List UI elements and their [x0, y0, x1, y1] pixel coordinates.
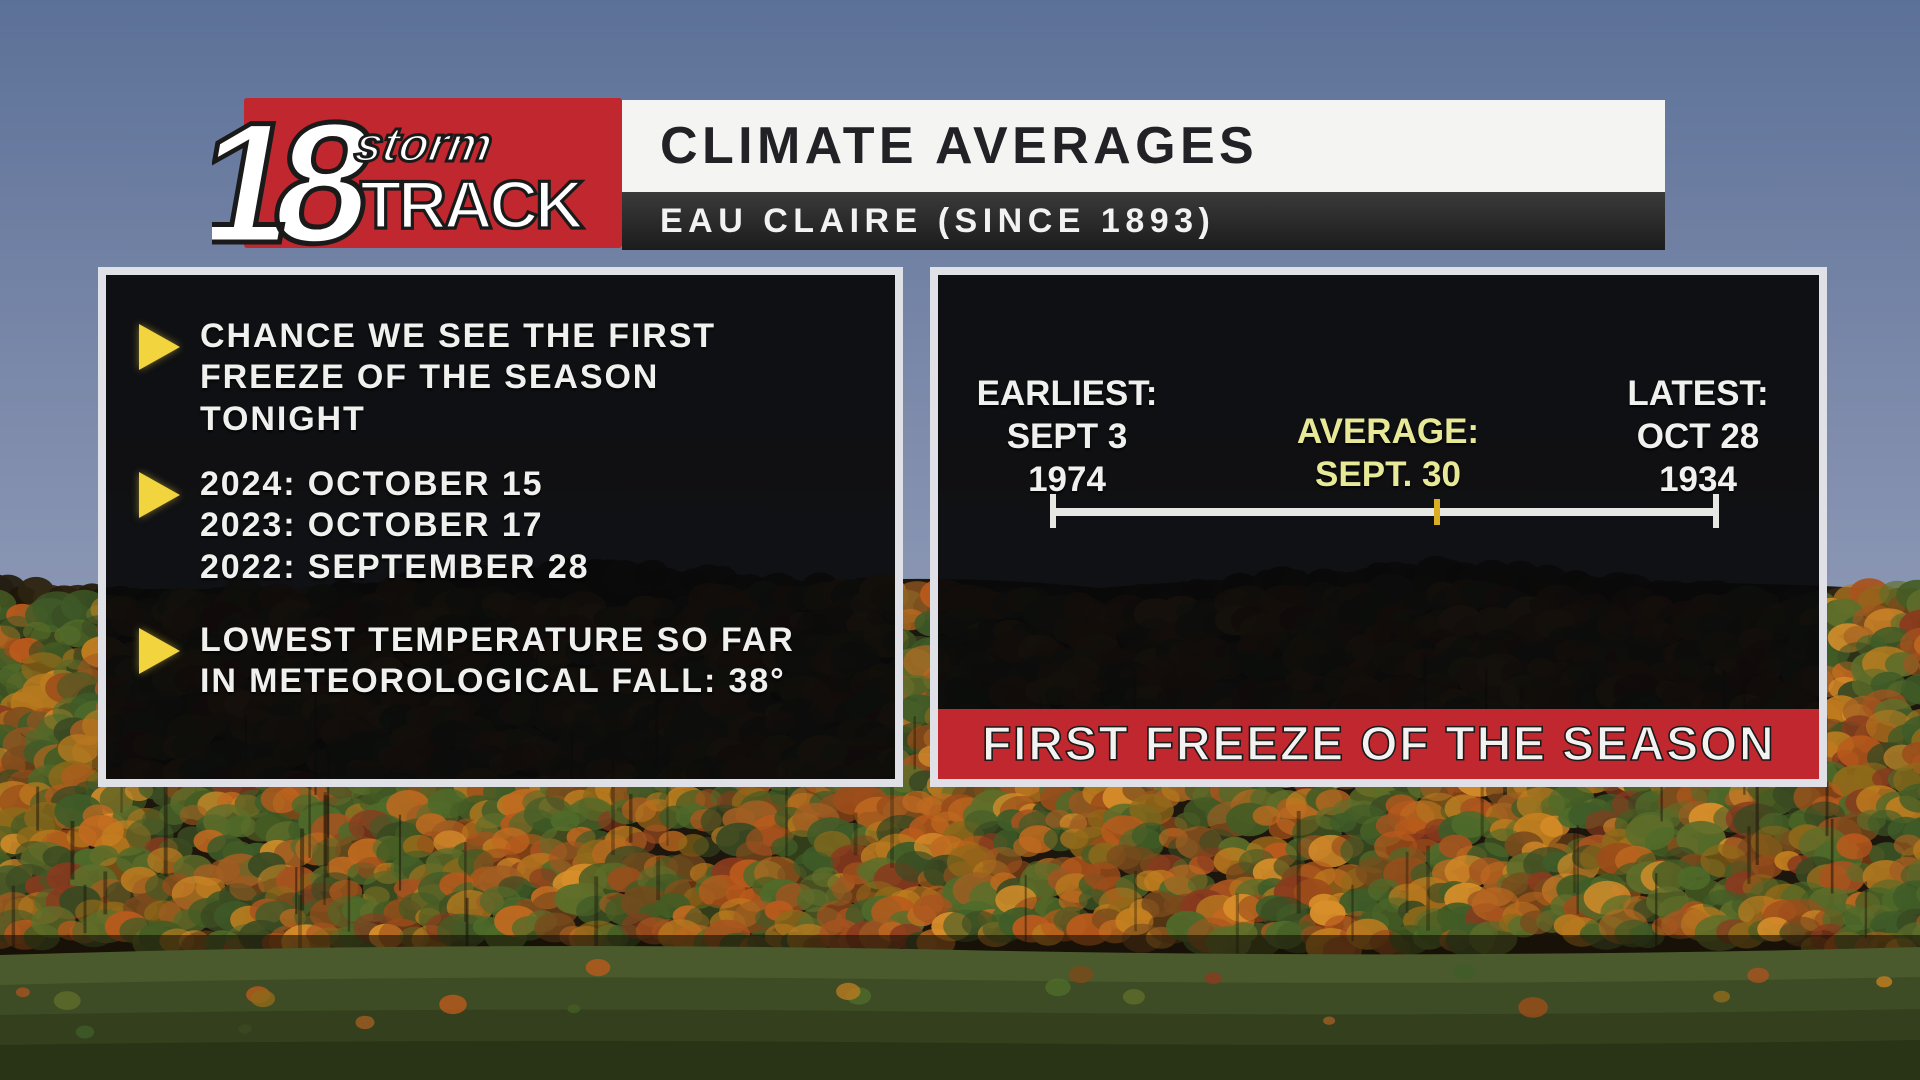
svg-text:storm: storm: [351, 117, 497, 172]
svg-text:TRACK: TRACK: [360, 167, 584, 243]
